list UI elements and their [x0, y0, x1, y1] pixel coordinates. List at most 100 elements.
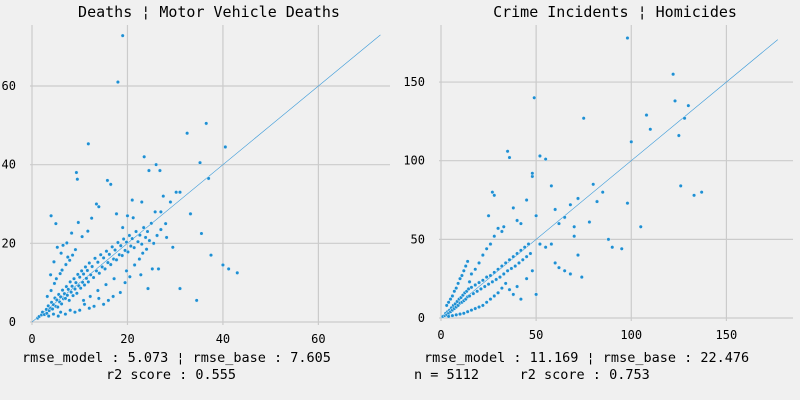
- right-data-point: [456, 281, 461, 286]
- left-data-point: [124, 268, 129, 273]
- left-data-point: [100, 264, 105, 269]
- left-data-point: [101, 255, 106, 260]
- right-data-point: [532, 95, 537, 100]
- right-data-point: [471, 291, 476, 296]
- left-data-point: [115, 240, 120, 245]
- left-data-point: [97, 271, 102, 276]
- right-data-point: [477, 260, 482, 265]
- left-data-point: [170, 245, 175, 250]
- left-data-point: [84, 276, 89, 281]
- right-data-point: [524, 198, 529, 203]
- left-data-point: [177, 286, 182, 291]
- left-data-point: [120, 253, 125, 258]
- left-data-point: [98, 252, 103, 257]
- left-data-point: [120, 225, 125, 230]
- left-data-point: [49, 288, 54, 293]
- left-data-point: [95, 288, 100, 293]
- left-data-point: [132, 245, 137, 250]
- left-data-point: [49, 213, 54, 218]
- right-data-point: [497, 275, 502, 280]
- left-data-point: [89, 216, 94, 221]
- left-data-point: [153, 209, 158, 214]
- right-data-point: [446, 314, 451, 319]
- right-data-point: [478, 286, 483, 291]
- right-data-point: [610, 245, 615, 250]
- left-data-point: [163, 221, 168, 226]
- right-data-point: [517, 260, 522, 265]
- right-data-point: [490, 190, 495, 195]
- right-data-point: [492, 293, 497, 298]
- right-data-point: [507, 257, 512, 262]
- left-data-point: [74, 291, 79, 296]
- caption-left-2: r2 score : 0.555: [106, 367, 237, 383]
- right-data-point: [507, 287, 512, 292]
- right-data-point: [520, 257, 525, 262]
- right-data-point: [448, 297, 453, 302]
- right-data-point: [463, 264, 468, 269]
- left-data-point: [107, 252, 112, 257]
- left-data-point: [235, 270, 240, 275]
- left-data-point: [80, 234, 85, 239]
- right-data-point: [467, 293, 472, 298]
- left-data-point: [118, 290, 123, 295]
- left-data-point: [108, 262, 113, 267]
- right-data-point: [549, 242, 554, 247]
- left-data-point: [154, 162, 159, 167]
- right-data-point: [522, 245, 527, 250]
- left-data-point: [127, 233, 132, 238]
- left-data-point: [46, 314, 51, 319]
- left-data-point: [199, 231, 204, 236]
- right-data-point: [530, 268, 535, 273]
- right-data-point: [494, 277, 499, 282]
- right-data-point: [568, 202, 573, 207]
- right-data-point: [488, 273, 493, 278]
- left-chart-title: Deaths ¦ Motor Vehicle Deaths: [78, 3, 340, 21]
- left-data-point: [87, 261, 92, 266]
- right-data-point: [562, 268, 567, 273]
- right-data-point: [461, 311, 466, 316]
- left-data-point: [121, 237, 126, 242]
- right-data-point: [492, 234, 497, 239]
- right-data-point: [648, 127, 653, 132]
- left-data-point: [75, 272, 80, 277]
- right-x-tick-label: 0: [437, 328, 444, 342]
- right-data-point: [473, 306, 478, 311]
- left-data-point: [69, 231, 74, 236]
- right-data-point: [465, 309, 470, 314]
- left-data-point: [85, 229, 90, 234]
- right-data-point: [484, 275, 489, 280]
- right-data-point: [501, 271, 506, 276]
- right-data-point: [692, 193, 697, 198]
- right-data-point: [625, 36, 630, 41]
- right-data-point: [587, 220, 592, 225]
- right-chart-title: Crime Incidents ¦ Homicides: [493, 3, 737, 21]
- left-x-tick-label: 60: [311, 332, 325, 346]
- left-data-point: [63, 296, 68, 301]
- left-data-point: [120, 33, 125, 38]
- right-data-point: [553, 207, 558, 212]
- right-data-point: [629, 139, 634, 144]
- left-data-point: [54, 276, 59, 281]
- right-data-point: [511, 205, 516, 210]
- right-data-point: [530, 171, 535, 176]
- left-y-tick-label: 0: [9, 315, 16, 329]
- right-data-point: [501, 224, 506, 229]
- right-data-point: [543, 157, 548, 162]
- right-data-point: [518, 248, 523, 253]
- right-data-point: [553, 260, 558, 265]
- left-data-point: [65, 255, 70, 260]
- left-data-point: [60, 268, 65, 273]
- left-data-point: [123, 280, 128, 285]
- right-data-point: [444, 303, 449, 308]
- right-data-point: [678, 183, 683, 188]
- right-data-point: [499, 229, 504, 234]
- left-data-point: [51, 312, 56, 317]
- caption-right-2: n = 5112 r2 score : 0.753: [414, 367, 650, 383]
- left-data-point: [68, 279, 73, 284]
- left-data-point: [85, 268, 90, 273]
- right-data-point: [572, 224, 577, 229]
- left-data-point: [137, 257, 142, 262]
- left-data-point: [73, 247, 78, 252]
